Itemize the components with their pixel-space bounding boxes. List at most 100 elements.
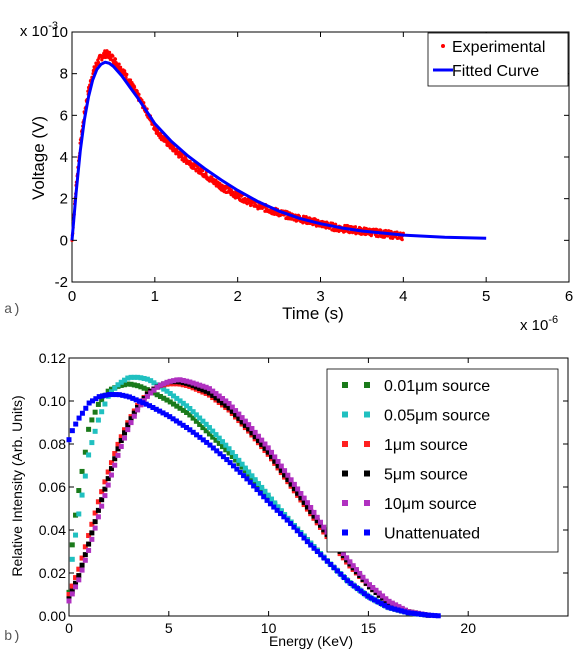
- data-point: [239, 461, 245, 467]
- data-point: [291, 486, 297, 492]
- data-point: [376, 590, 382, 596]
- data-point: [135, 383, 141, 389]
- data-point: [187, 379, 193, 385]
- data-point: [89, 398, 95, 404]
- data-point: [203, 421, 209, 427]
- panel-a-y-tick-label: 10: [51, 24, 68, 41]
- experimental-point: [118, 65, 123, 69]
- panel-b-x-tick-label: 0: [65, 620, 73, 636]
- data-point: [79, 567, 85, 573]
- data-point: [233, 412, 239, 418]
- panel-a-x-tick-label: 5: [482, 288, 490, 305]
- data-point: [233, 408, 239, 414]
- data-point: [217, 451, 223, 457]
- data-point: [144, 387, 150, 393]
- data-point: [177, 420, 183, 426]
- data-point: [153, 406, 159, 412]
- data-point: [193, 412, 199, 418]
- data-point: [130, 395, 136, 401]
- data-point: [272, 500, 278, 506]
- data-point: [393, 602, 399, 608]
- data-point: [161, 386, 167, 392]
- data-point: [264, 497, 270, 503]
- data-point: [115, 452, 121, 458]
- experimental-point: [125, 72, 129, 77]
- data-point: [242, 422, 248, 428]
- data-point: [108, 466, 114, 472]
- data-point: [102, 479, 108, 485]
- data-point: [269, 496, 275, 502]
- data-point: [164, 397, 170, 403]
- data-point: [206, 431, 212, 437]
- data-point: [351, 583, 357, 589]
- data-point: [105, 482, 111, 488]
- data-point: [174, 377, 180, 383]
- data-point: [261, 494, 267, 500]
- data-point: [304, 500, 310, 506]
- data-point: [128, 416, 134, 422]
- data-point: [164, 388, 170, 394]
- data-point: [143, 401, 149, 407]
- data-point: [246, 422, 252, 428]
- data-point: [108, 460, 114, 466]
- data-point: [197, 421, 203, 427]
- experimental-point: [96, 60, 101, 65]
- data-point: [193, 381, 199, 387]
- data-point: [338, 571, 344, 577]
- data-point: [277, 511, 283, 517]
- data-point: [236, 461, 242, 467]
- experimental-point: [113, 57, 118, 61]
- data-point: [220, 400, 226, 406]
- data-point: [262, 445, 268, 451]
- data-point: [190, 415, 196, 421]
- data-point: [396, 604, 402, 610]
- data-point: [265, 445, 271, 451]
- data-point: [294, 528, 300, 534]
- data-point: [347, 559, 353, 565]
- data-point: [389, 600, 395, 606]
- data-point: [160, 410, 166, 416]
- data-point: [128, 381, 134, 387]
- data-point: [288, 477, 294, 483]
- data-point: [262, 441, 268, 447]
- data-point: [383, 596, 389, 602]
- data-point: [321, 555, 327, 561]
- data-point: [148, 390, 154, 396]
- data-point: [213, 395, 219, 401]
- data-point: [125, 375, 131, 381]
- data-point: [131, 413, 137, 419]
- data-point: [234, 466, 240, 472]
- data-point: [378, 601, 384, 607]
- panel-a-legend-box: [427, 32, 569, 87]
- panel-a-y-tick-label: 8: [60, 66, 68, 83]
- data-point: [187, 406, 193, 412]
- panel-a-x-axis-label: Time (s): [282, 304, 344, 323]
- data-point: [288, 521, 294, 527]
- data-point: [321, 527, 327, 533]
- data-point: [360, 574, 366, 580]
- data-point: [282, 472, 288, 478]
- panel-a-y-tick-label: 0: [60, 232, 68, 249]
- data-point: [244, 476, 250, 482]
- data-point: [141, 385, 147, 391]
- panel-a-y-tick-label: -2: [55, 274, 68, 291]
- data-point: [99, 503, 105, 509]
- data-point: [207, 442, 213, 448]
- data-point: [284, 517, 290, 523]
- data-point: [193, 418, 199, 424]
- data-point: [120, 392, 126, 398]
- data-point: [386, 598, 392, 604]
- data-point: [99, 489, 105, 495]
- panel-b-y-tick-label: 0.12: [39, 350, 66, 366]
- data-point: [126, 394, 132, 400]
- data-point: [116, 392, 122, 398]
- data-point: [418, 611, 424, 617]
- panel-b-chart: 0 5 10 15 20 0.00 0.02 0.04 0.06 0.08 0.10 0.12 Ene…: [4, 350, 569, 649]
- data-point: [214, 448, 220, 454]
- data-point: [125, 381, 131, 387]
- data-point: [112, 456, 118, 462]
- data-point: [73, 421, 79, 427]
- data-point: [174, 395, 180, 401]
- legend-marker: [364, 441, 370, 447]
- data-point: [135, 374, 141, 380]
